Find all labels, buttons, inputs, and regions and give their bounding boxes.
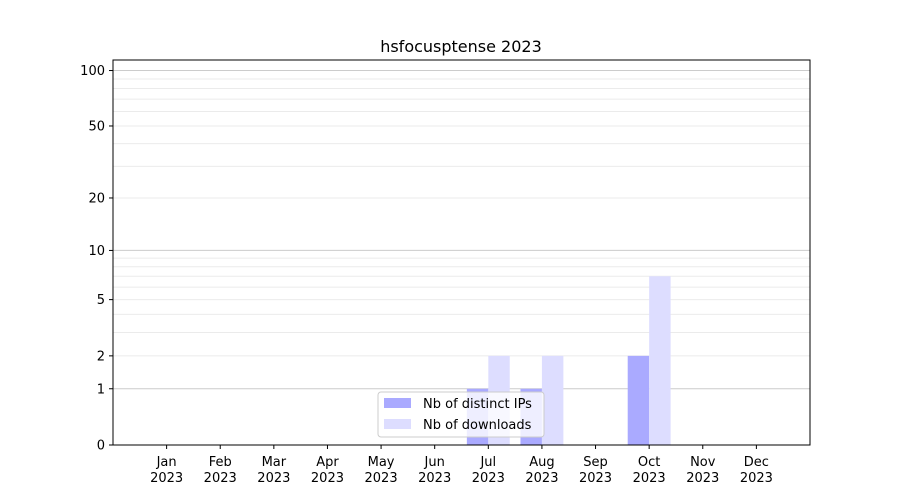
- x-tick-label: Jul: [479, 455, 496, 470]
- x-tick-label: Mar: [262, 455, 287, 470]
- y-tick-label: 0: [97, 439, 105, 454]
- legend-swatch-downloads: [384, 419, 411, 429]
- grid: [113, 70, 810, 390]
- x-tick-label: 2023: [418, 471, 451, 486]
- x-tick-label: Sep: [583, 455, 608, 470]
- y-tick-label: 5: [97, 293, 105, 308]
- axes-frame: [112, 59, 811, 446]
- y-tick-label: 20: [88, 191, 105, 206]
- x-tick-label: Oct: [638, 455, 660, 470]
- bar-ips: [627, 355, 650, 445]
- x-tick-label: Feb: [209, 455, 232, 470]
- x-tick-label: 2023: [472, 471, 505, 486]
- x-tick-label: May: [368, 455, 395, 470]
- x-tick-label: Dec: [744, 455, 769, 470]
- legend-label-ips: Nb of distinct IPs: [423, 397, 532, 412]
- x-tick-label: 2023: [525, 471, 558, 486]
- y-tick-label: 50: [88, 119, 105, 134]
- x-tick-label: 2023: [740, 471, 773, 486]
- y-axis: 0 1 2 5 10 20 50 100: [80, 64, 113, 454]
- legend-box: [377, 391, 545, 438]
- x-tick-label: Aug: [529, 455, 554, 470]
- x-tick-label: Jun: [424, 455, 445, 470]
- bar-downloads: [541, 355, 564, 445]
- x-tick-label: 2023: [686, 471, 719, 486]
- x-axis: Jan2023Feb2023Mar2023Apr2023May2023Jun20…: [150, 445, 773, 486]
- legend-swatch-ips: [384, 398, 411, 408]
- x-tick-label: 2023: [579, 471, 612, 486]
- y-tick-label: 10: [88, 244, 105, 259]
- x-tick-label: 2023: [150, 471, 183, 486]
- x-tick-label: Nov: [690, 455, 716, 470]
- y-tick-label: 1: [97, 382, 105, 397]
- x-tick-label: Jan: [156, 455, 177, 470]
- y-tick-label: 100: [80, 64, 105, 79]
- x-tick-label: 2023: [311, 471, 344, 486]
- bar-downloads: [649, 276, 671, 445]
- legend: Nb of distinct IPs Nb of downloads: [377, 391, 545, 438]
- x-tick-label: 2023: [257, 471, 290, 486]
- x-tick-label: 2023: [365, 471, 398, 486]
- x-tick-label: Apr: [316, 455, 339, 470]
- x-tick-label: 2023: [204, 471, 237, 486]
- legend-label-downloads: Nb of downloads: [423, 418, 532, 433]
- x-tick-label: 2023: [633, 471, 666, 486]
- y-tick-label: 2: [97, 349, 105, 364]
- chart-title: hsfocusptense 2023: [380, 37, 542, 56]
